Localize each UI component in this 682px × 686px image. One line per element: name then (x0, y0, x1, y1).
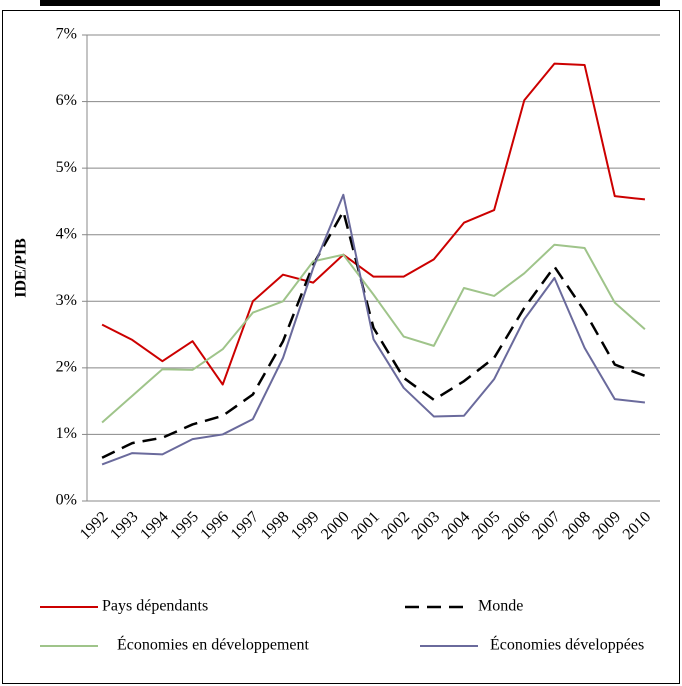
frame (2, 10, 680, 684)
y-tick-label: 7% (56, 26, 77, 43)
x-tick-label: 2009 (590, 508, 625, 543)
y-axis-label: IDE/PIB (13, 238, 30, 298)
x-tick-label: 1996 (197, 508, 232, 543)
x-tick-label: 2008 (559, 508, 594, 543)
x-tick-label: 2003 (409, 508, 444, 543)
x-tick-label: 2006 (499, 508, 534, 543)
legend-label: Économies en développement (117, 635, 309, 654)
series-line (101, 210, 646, 459)
y-tick-label: 1% (56, 425, 77, 442)
x-tick-label: 2004 (439, 508, 474, 543)
x-tick-label: 2005 (469, 508, 504, 543)
legend-label: Pays dépendants (102, 598, 208, 615)
x-tick-label: 1995 (167, 508, 202, 543)
x-tick-label: 2002 (378, 508, 413, 543)
x-tick-label: 2000 (318, 508, 353, 543)
series-line (101, 193, 646, 466)
series-line (101, 62, 646, 386)
x-tick-label: 2007 (529, 508, 564, 543)
x-tick-label: 1992 (77, 508, 112, 543)
x-tick-label: 1999 (288, 508, 323, 543)
cropped-title (40, 0, 660, 6)
y-tick-label: 6% (56, 92, 77, 109)
y-tick-label: 0% (56, 492, 77, 509)
x-tick-label: 1998 (258, 508, 293, 543)
x-tick-label: 1993 (107, 508, 142, 543)
y-tick-label: 3% (56, 292, 77, 309)
legend-label: Économies développées (490, 635, 644, 654)
legend-label: Monde (478, 598, 523, 615)
x-tick-label: 1994 (137, 508, 172, 543)
y-tick-label: 2% (56, 359, 77, 376)
x-tick-label: 2010 (620, 508, 655, 543)
y-tick-label: 5% (56, 159, 77, 176)
series-line (101, 243, 646, 424)
x-tick-label: 2001 (348, 508, 383, 543)
y-tick-label: 4% (56, 225, 77, 242)
x-tick-label: 1997 (228, 508, 263, 543)
